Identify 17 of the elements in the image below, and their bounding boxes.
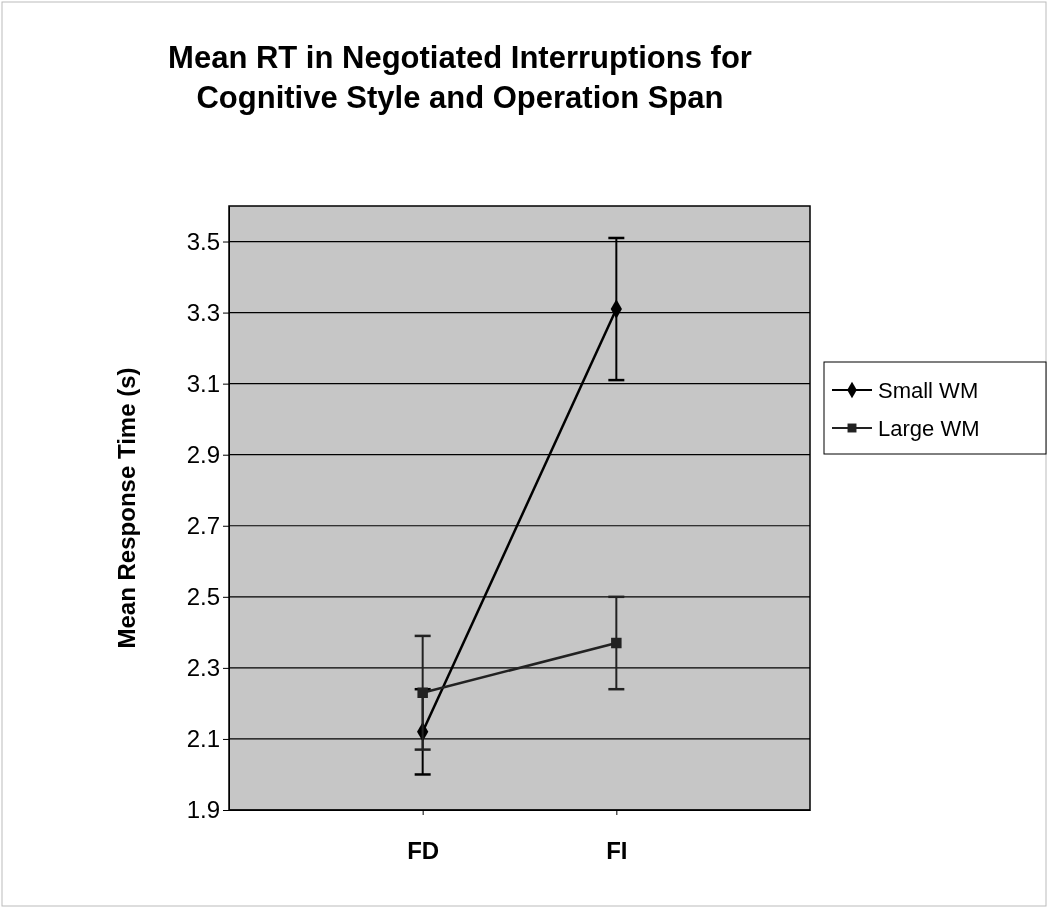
y-tick-label: 2.7 (186, 511, 220, 539)
y-tick-label: 2.3 (186, 654, 220, 682)
y-tick-label: 2.1 (186, 725, 220, 753)
legend-label: Large WM (878, 416, 980, 441)
y-tick-label: 2.9 (186, 440, 220, 468)
y-tick-label: 3.3 (186, 298, 220, 326)
chart-title: Mean RT in Negotiated Interruptions for Cognitive Style and Operation Span (168, 40, 752, 115)
y-tick-label: 3.5 (186, 227, 220, 255)
point (417, 687, 428, 698)
y-tick-label: 1.9 (186, 796, 220, 824)
y-tick-label: 2.5 (186, 583, 220, 610)
x-tick-label: FD (407, 836, 440, 864)
y-tick-label: 3.1 (186, 369, 220, 397)
y-axis-title: Mean Response Time (s) (113, 367, 140, 649)
x-tick-label: FI (606, 836, 628, 864)
point (611, 637, 622, 649)
legend-label: Small WM (878, 378, 979, 403)
